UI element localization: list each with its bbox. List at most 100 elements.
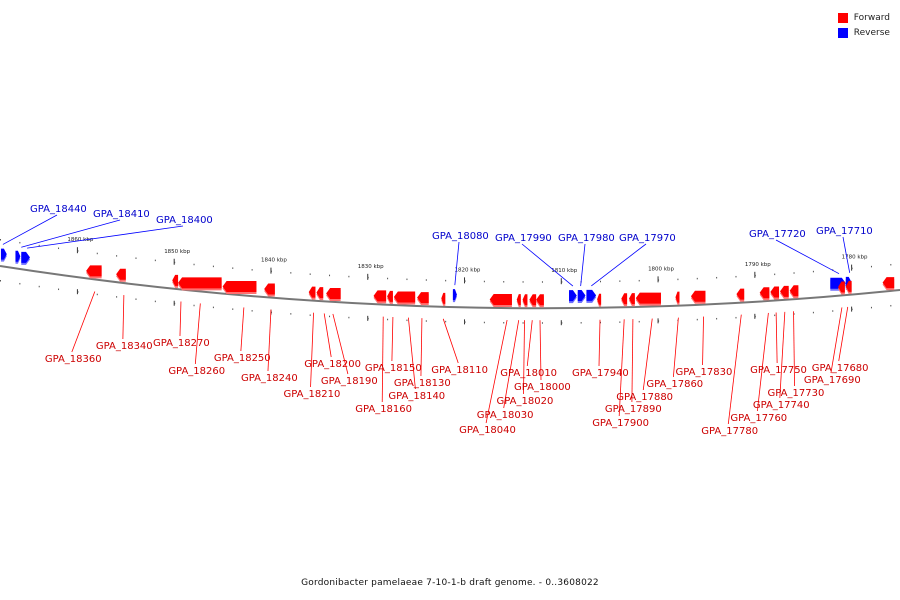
minor-tick: [290, 272, 292, 274]
reverse-gene-label: GPA_17710: [816, 226, 873, 237]
forward-gene-arrow: [690, 290, 706, 302]
minor-tick-lower: [658, 320, 660, 322]
leader-line-forward: [310, 312, 314, 388]
forward-gene-label: GPA_17940: [572, 368, 629, 379]
minor-tick: [270, 270, 272, 273]
leader-line-forward: [618, 319, 625, 417]
reverse-gene-arrow: [452, 289, 457, 301]
minor-tick-lower: [116, 296, 118, 298]
forward-gene-arrow: [373, 290, 387, 302]
minor-tick: [19, 241, 21, 244]
minor-tick-lower: [232, 308, 234, 310]
tick-label: 1820 kbp: [455, 267, 481, 273]
forward-gene-label: GPA_17780: [701, 426, 758, 437]
leader-line-forward: [267, 309, 272, 372]
forward-gene-label: GPA_18130: [394, 378, 451, 389]
gene-labels-layer: GPA_18360 GPA_18340 GPA_18270 GPA_18260 GPA_…: [2, 204, 873, 437]
reverse-gene-label: GPA_17980: [558, 233, 615, 244]
minor-tick-lower: [96, 293, 98, 296]
leader-line-forward: [631, 319, 634, 403]
forward-gene-label: GPA_18160: [355, 404, 412, 415]
minor-tick: [561, 281, 563, 283]
leader-line-forward: [391, 317, 394, 362]
minor-tick: [890, 263, 892, 266]
tick-label: 1790 kbp: [745, 262, 771, 268]
minor-tick: [503, 281, 505, 283]
reverse-gene-arrow: [586, 289, 597, 301]
forward-gene-label: GPA_18040: [459, 425, 516, 436]
forward-gene-label: GPA_17690: [804, 375, 861, 386]
minor-tick-lower: [290, 313, 292, 315]
leader-line-forward: [194, 303, 201, 365]
minor-tick: [619, 280, 621, 282]
forward-gene-arrow: [516, 294, 521, 306]
minor-tick: [754, 274, 756, 277]
minor-tick-lower: [735, 316, 737, 319]
minor-tick: [445, 279, 447, 282]
minor-tick-lower: [851, 308, 853, 311]
leader-line-reverse: [454, 241, 460, 286]
forward-gene-arrow: [172, 274, 179, 286]
minor-tick-lower: [832, 310, 834, 312]
reverse-gene-label: GPA_17990: [495, 233, 552, 244]
minor-tick: [638, 279, 640, 282]
minor-tick: [735, 275, 737, 278]
leader-line-forward: [485, 319, 508, 424]
minor-tick: [232, 267, 234, 269]
forward-gene-arrow: [780, 285, 789, 297]
leader-line-forward: [793, 311, 795, 387]
forward-gene-arrow: [316, 287, 324, 299]
leader-line-reverse: [521, 243, 574, 287]
forward-gene-arrow: [770, 286, 780, 298]
leader-line-forward: [71, 291, 96, 353]
forward-gene-arrow: [222, 281, 257, 293]
legend-label-forward: Forward: [853, 12, 890, 23]
forward-gene-arrow: [489, 293, 512, 305]
minor-tick-lower: [38, 285, 40, 288]
minor-tick-lower: [716, 317, 718, 320]
leader-line-forward: [702, 316, 704, 366]
minor-tick-lower: [619, 321, 621, 323]
forward-gene-label: GPA_18340: [96, 341, 153, 352]
minor-tick-lower: [193, 304, 195, 307]
forward-gene-label: GPA_18110: [431, 365, 488, 376]
forward-gene-arrow: [736, 288, 745, 300]
genome-axis: [0, 265, 900, 310]
minor-tick: [135, 257, 137, 259]
leader-line-forward: [332, 313, 349, 375]
leader-line-reverse: [842, 236, 851, 273]
forward-gene-arrow: [387, 290, 393, 302]
minor-tick-lower: [754, 315, 756, 318]
reverse-gene-label: GPA_18410: [93, 209, 150, 220]
tick-label: 1830 kbp: [358, 264, 384, 270]
minor-tick-lower: [19, 282, 21, 285]
minor-tick: [77, 250, 79, 252]
minor-tick: [96, 252, 98, 255]
minor-tick: [716, 276, 718, 279]
leader-line-reverse: [775, 239, 840, 275]
minor-tick: [58, 247, 60, 250]
minor-tick-lower: [580, 322, 582, 324]
leader-line-forward: [727, 314, 742, 425]
minor-tick-lower: [812, 311, 814, 314]
minor-tick-lower: [541, 322, 543, 324]
minor-tick: [870, 265, 872, 268]
tick-label: 1850 kbp: [164, 249, 190, 255]
legend-item-forward: Forward: [837, 10, 890, 25]
minor-tick-lower: [58, 288, 60, 291]
minor-tick: [193, 263, 195, 266]
minor-tick-lower: [600, 321, 601, 324]
forward-gene-arrow: [308, 286, 316, 298]
reverse-gene-arrow: [0, 248, 7, 260]
leader-line-forward: [381, 316, 384, 403]
leader-line-reverse: [580, 243, 586, 287]
tick-label: 1780 kbp: [842, 255, 868, 261]
reverse-gene-arrow: [21, 251, 30, 263]
forward-gene-label: GPA_18240: [241, 373, 298, 384]
gene-blocks-layer: [0, 248, 895, 308]
leader-line-reverse: [2, 214, 58, 245]
forward-gene-arrow: [441, 292, 446, 304]
minor-tick: [348, 275, 350, 278]
